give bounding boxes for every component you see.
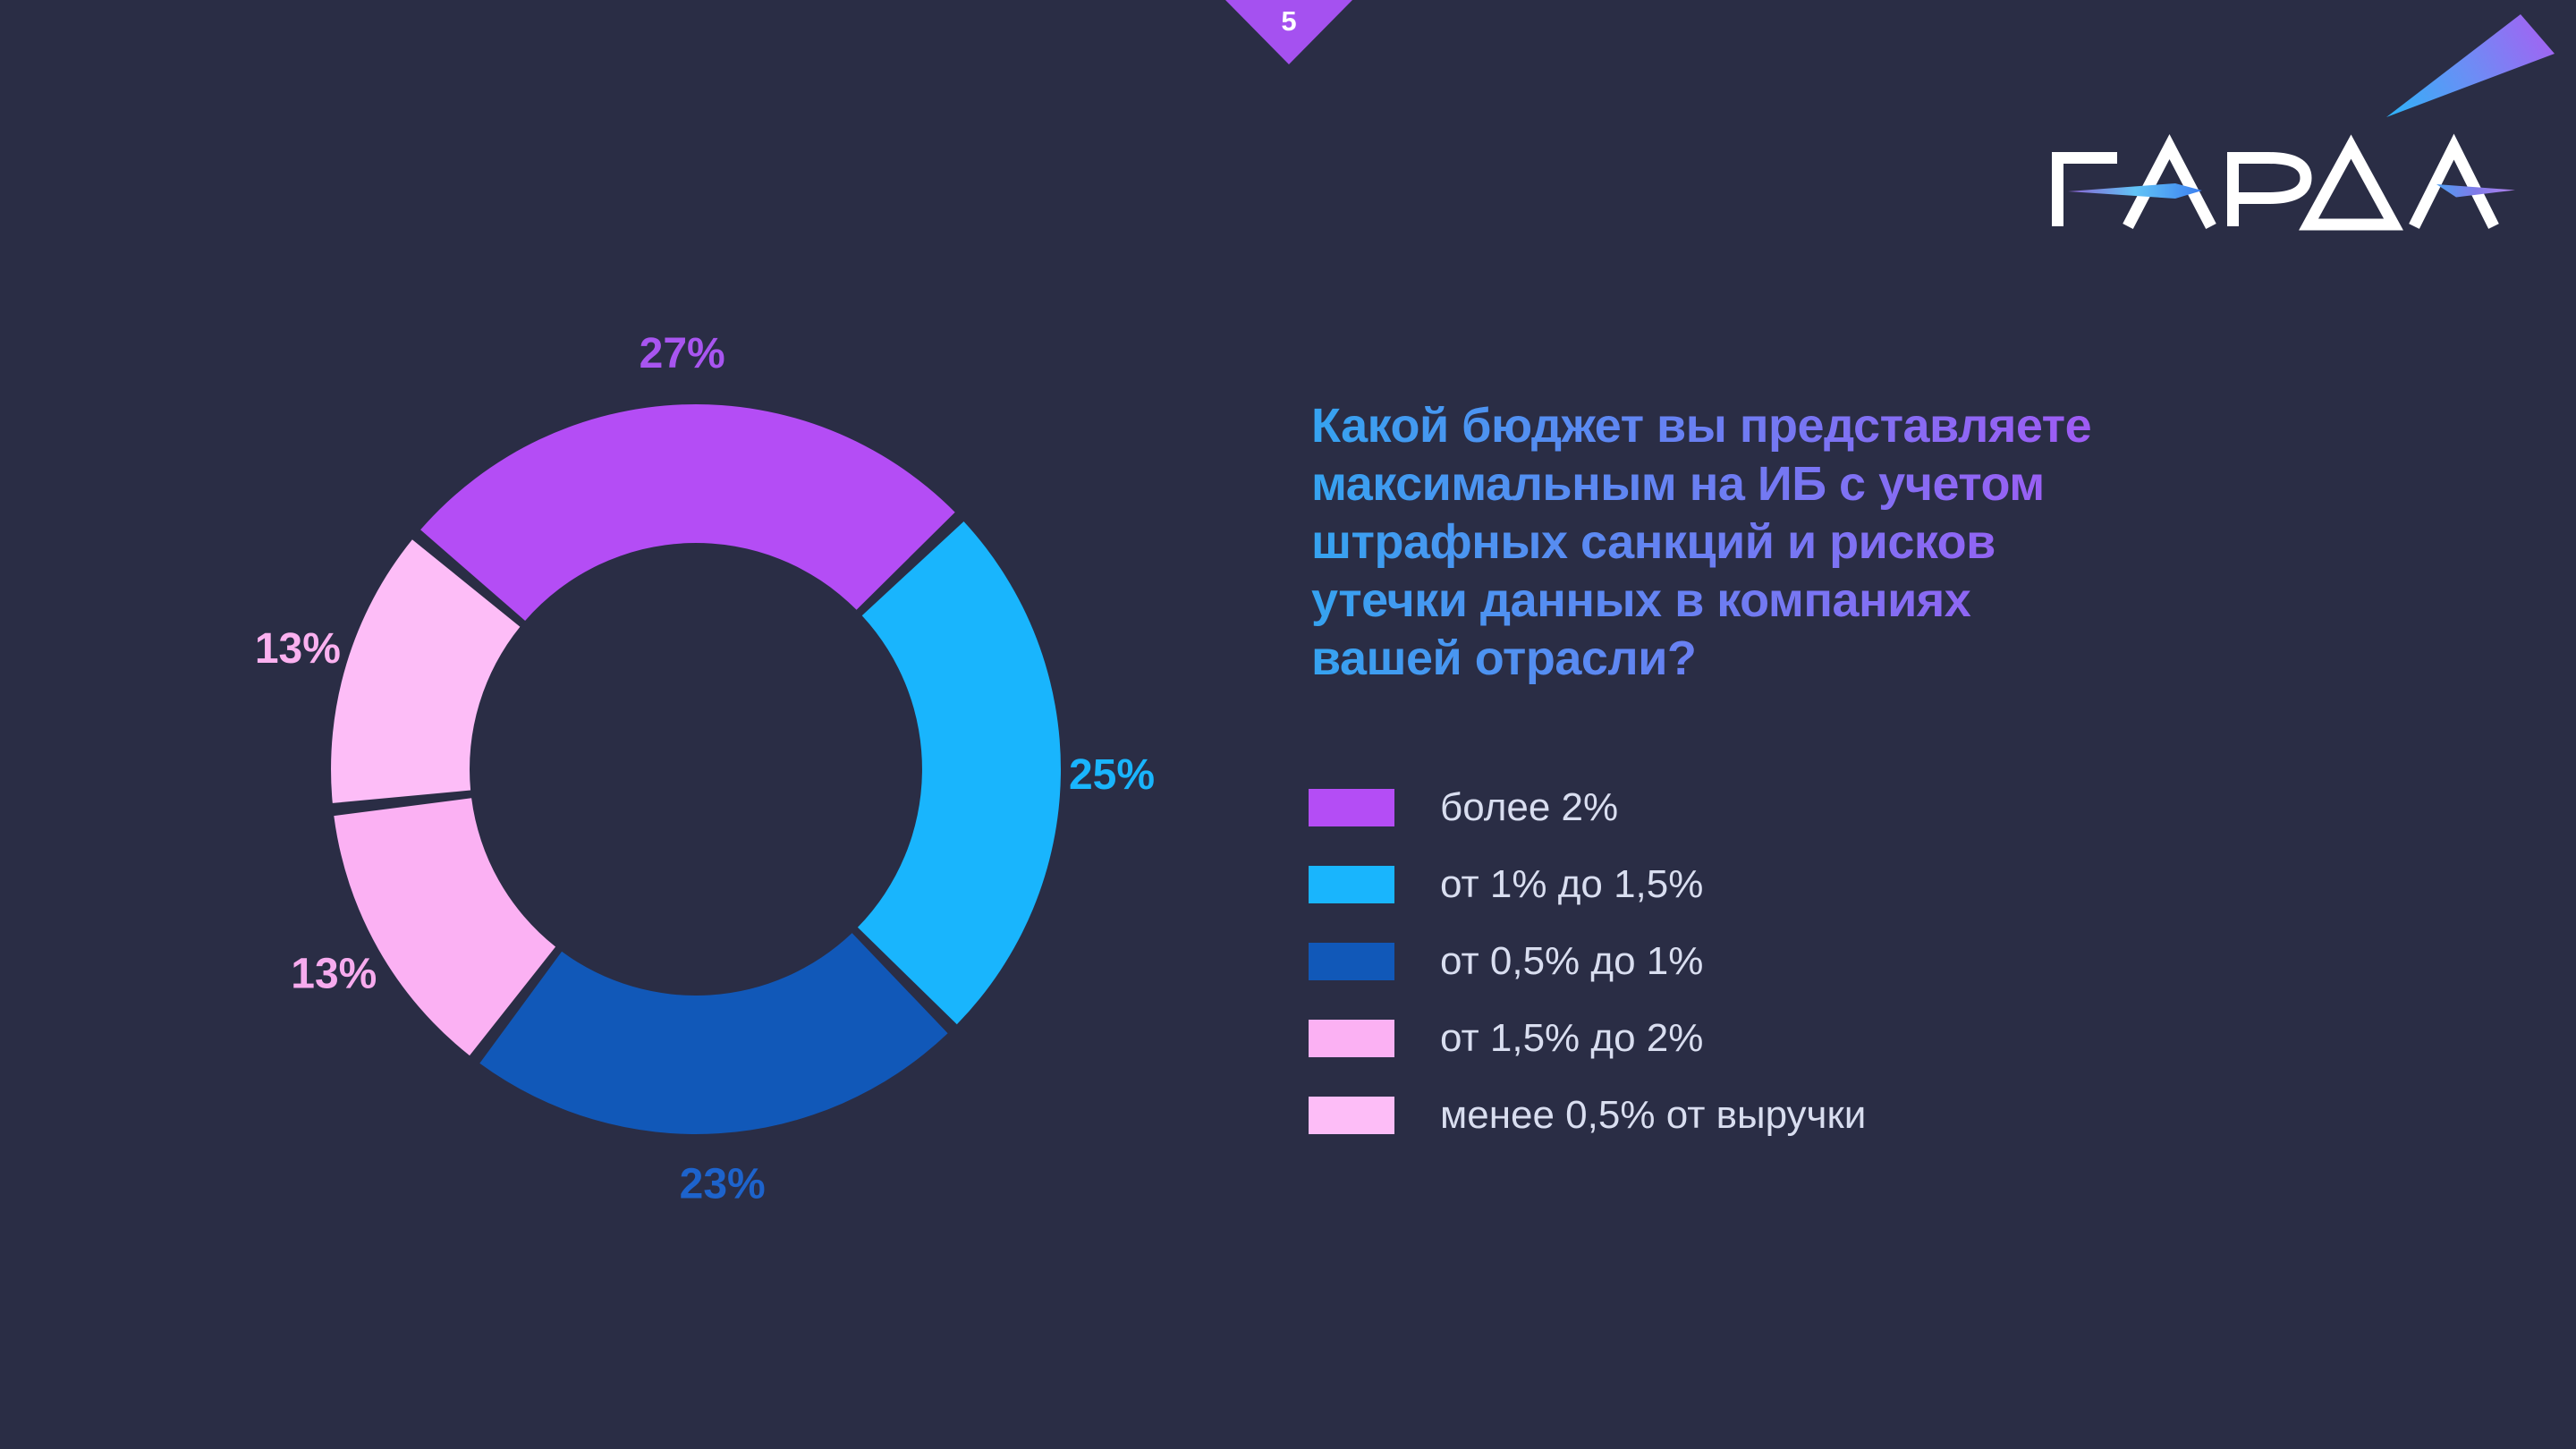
donut-slice-4 <box>331 539 521 803</box>
logo-blade-right-icon <box>2436 184 2515 198</box>
legend-item-0: более 2% <box>1309 785 1866 829</box>
chart-legend: более 2% от 1% до 1,5% от 0,5% до 1% от 1,5… <box>1309 785 1866 1174</box>
donut-value-label-0: 27% <box>640 330 725 377</box>
chart-title: Какой бюджет вы представляете максимальн… <box>1311 397 2241 688</box>
donut-value-label-2: 23% <box>680 1161 766 1208</box>
page-number-marker: 5 <box>1225 0 1352 72</box>
legend-item-label: менее 0,5% от выручки <box>1440 1093 1867 1137</box>
legend-swatch-1 <box>1309 866 1394 903</box>
legend-item-3: от 1,5% до 2% <box>1309 1016 1866 1060</box>
logo-swoosh-icon <box>2386 14 2555 117</box>
legend-item-2: от 0,5% до 1% <box>1309 939 1866 983</box>
logo-blade-left-icon <box>2068 183 2202 199</box>
donut-slice-0 <box>420 403 955 621</box>
legend-item-label: от 1,5% до 2% <box>1440 1016 1704 1060</box>
legend-item-4: менее 0,5% от выручки <box>1309 1093 1866 1137</box>
page-number: 5 <box>1281 5 1297 37</box>
donut-slice-3 <box>334 798 556 1056</box>
logo-letter-a2 <box>2409 133 2499 229</box>
donut-value-label-3: 13% <box>291 951 377 998</box>
logo-letter-r <box>2227 152 2312 226</box>
legend-item-label: от 1% до 1,5% <box>1440 862 1704 906</box>
legend-swatch-2 <box>1309 943 1394 980</box>
logo-letter-d <box>2299 134 2403 231</box>
legend-swatch-3 <box>1309 1020 1394 1057</box>
legend-swatch-0 <box>1309 789 1394 826</box>
logo-garda <box>2052 14 2555 231</box>
logo-letter-g <box>2052 152 2117 226</box>
legend-item-1: от 1% до 1,5% <box>1309 862 1866 906</box>
donut-slice-2 <box>479 933 948 1134</box>
page-marker-triangle-icon <box>1225 0 1352 64</box>
donut-value-label-4: 13% <box>255 625 341 673</box>
logo-letter-a1 <box>2123 133 2216 230</box>
donut-value-label-1: 25% <box>1069 751 1155 799</box>
donut-slices <box>331 403 1061 1134</box>
legend-swatch-4 <box>1309 1097 1394 1134</box>
legend-item-label: от 0,5% до 1% <box>1440 939 1704 983</box>
donut-value-labels: 27% 25% 23% 13% 13% <box>255 330 1155 1208</box>
donut-slice-1 <box>857 521 1061 1025</box>
logo-letters <box>2052 133 2499 231</box>
legend-item-label: более 2% <box>1440 785 1619 829</box>
